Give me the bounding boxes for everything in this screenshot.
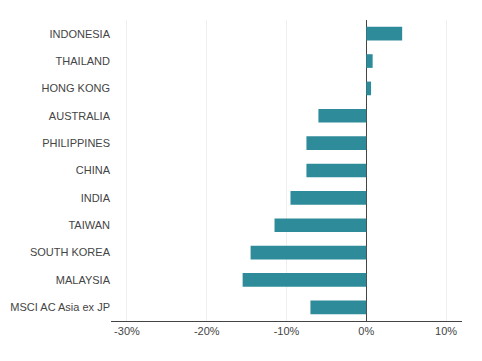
svg-text:MALAYSIA: MALAYSIA [56, 274, 111, 286]
svg-text:0%: 0% [358, 325, 374, 337]
svg-text:SOUTH KOREA: SOUTH KOREA [30, 246, 111, 258]
svg-text:PHILIPPINES: PHILIPPINES [42, 137, 110, 149]
svg-text:MSCI AC Asia ex JP: MSCI AC Asia ex JP [10, 301, 110, 313]
svg-text:INDONESIA: INDONESIA [49, 28, 110, 40]
svg-text:-20%: -20% [194, 325, 220, 337]
svg-text:AUSTRALIA: AUSTRALIA [49, 110, 111, 122]
svg-text:THAILAND: THAILAND [56, 55, 110, 67]
svg-text:-10%: -10% [274, 325, 300, 337]
svg-text:10%: 10% [435, 325, 457, 337]
svg-text:CHINA: CHINA [76, 164, 111, 176]
svg-text:HONG KONG: HONG KONG [42, 82, 110, 94]
svg-text:-30%: -30% [114, 325, 140, 337]
svg-text:INDIA: INDIA [81, 192, 111, 204]
svg-text:TAIWAN: TAIWAN [68, 219, 110, 231]
